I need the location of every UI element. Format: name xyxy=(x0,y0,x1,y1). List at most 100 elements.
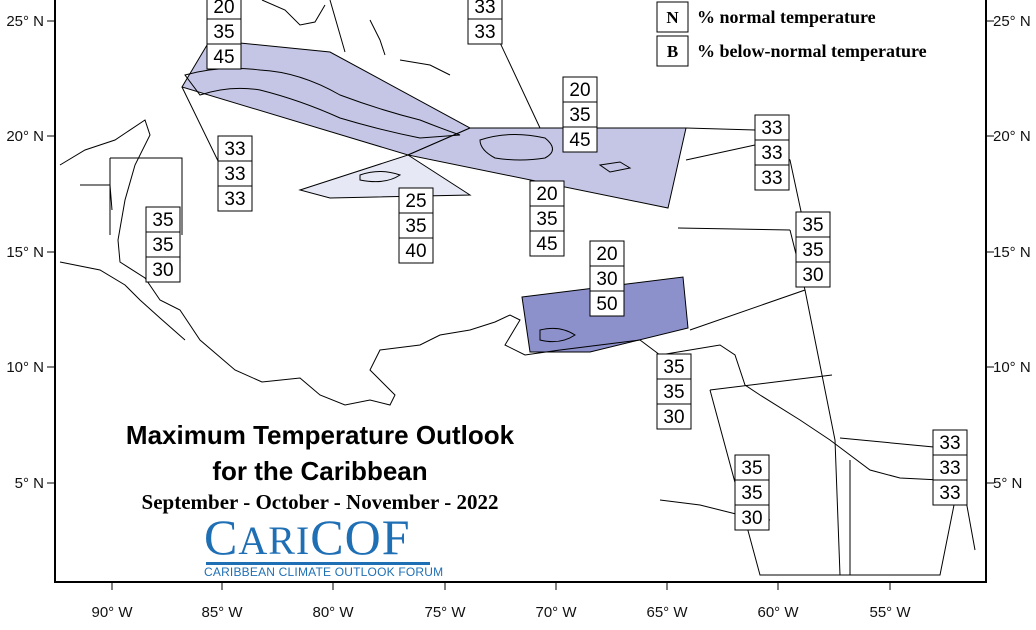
x-tick-label: 55° W xyxy=(869,604,911,621)
prob-value: 50 xyxy=(596,294,617,315)
prob-value: 33 xyxy=(939,433,960,454)
coastlines xyxy=(59,0,976,551)
legend-key: B xyxy=(667,42,678,61)
prob-value: 35 xyxy=(569,105,590,126)
title-line2: for the Caribbean xyxy=(212,456,428,486)
prob-value: 33 xyxy=(224,164,245,185)
prob-value: 35 xyxy=(152,235,173,256)
legend-key-box xyxy=(656,1,689,33)
prob-cell xyxy=(932,429,968,456)
y-tick-label-left: 25° N xyxy=(6,13,44,30)
prob-value: 35 xyxy=(405,216,426,237)
legend: N % normal temperature B % below-normal tem… xyxy=(656,1,927,67)
prob-value: 35 xyxy=(536,209,557,230)
probability-boxes: 2035453333203545333333353530253540203545… xyxy=(145,0,968,531)
legend-label: % below-normal temperature xyxy=(697,41,927,61)
prob-value: 35 xyxy=(802,215,823,236)
prob-value: 35 xyxy=(213,22,234,43)
prob-cell xyxy=(656,378,692,405)
title-period: September - October - November - 2022 xyxy=(141,490,499,514)
prob-value: 35 xyxy=(741,483,762,504)
prob-value: 33 xyxy=(761,143,782,164)
prob-cell xyxy=(529,180,565,207)
prob-value: 33 xyxy=(939,458,960,479)
y-tick-label-left: 5° N xyxy=(15,475,44,492)
prob-cell xyxy=(529,230,565,257)
prob-value: 33 xyxy=(474,22,495,43)
logo-part3: COF xyxy=(310,509,411,565)
x-tick-label: 75° W xyxy=(424,604,466,621)
prob-box-french-guiana: 33 33 33 xyxy=(932,429,968,506)
logo-part2: ARI xyxy=(238,518,311,563)
y-tick-label-left: 20° N xyxy=(6,128,44,145)
y-tick-label-right: 15° N xyxy=(993,244,1031,261)
prob-value: 33 xyxy=(761,118,782,139)
prob-value: 30 xyxy=(741,508,762,529)
prob-cell xyxy=(398,237,434,264)
x-axis: 90° W 85° W 80° W 75° W 70° W 65° W 60° W 55° W xyxy=(91,582,911,621)
prob-box-trinidad: 35 35 30 xyxy=(656,353,692,430)
logo-subtitle: CARIBBEAN CLIMATE OUTLOOK FORUM xyxy=(204,565,444,579)
prob-value: 33 xyxy=(939,483,960,504)
prob-value: 33 xyxy=(761,168,782,189)
y-tick-label-right: 25° N xyxy=(993,13,1031,30)
prob-box-lesser-antilles: 35 35 30 xyxy=(795,211,831,288)
prob-cell xyxy=(795,211,831,238)
y-tick-label-right: 5° N xyxy=(993,475,1022,492)
legend-label: % normal temperature xyxy=(697,7,876,27)
prob-value: 20 xyxy=(213,0,234,18)
prob-cell xyxy=(217,160,253,187)
region-hispaniola-shading xyxy=(406,127,687,209)
prob-cell xyxy=(217,135,253,162)
prob-value: 35 xyxy=(152,210,173,231)
prob-cell xyxy=(206,43,242,70)
prob-value: 40 xyxy=(405,241,426,262)
prob-box-atlantic-east: 33 33 33 xyxy=(754,114,790,191)
prob-value: 33 xyxy=(224,139,245,160)
prob-box-cuba-bahamas-west: 20 35 45 xyxy=(206,0,242,70)
prob-cell xyxy=(656,403,692,430)
prob-cell xyxy=(734,504,770,531)
prob-value: 35 xyxy=(663,382,684,403)
prob-cell xyxy=(932,479,968,506)
prob-cell xyxy=(398,212,434,239)
prob-cell xyxy=(467,18,503,45)
prob-cell xyxy=(734,479,770,506)
prob-cell xyxy=(589,240,625,267)
prob-cell xyxy=(795,236,831,263)
prob-value: 30 xyxy=(802,265,823,286)
prob-box-abc-islands: 20 30 50 xyxy=(589,240,625,317)
prob-value: 35 xyxy=(802,240,823,261)
prob-value: 45 xyxy=(536,234,557,255)
prob-cell xyxy=(754,164,790,191)
prob-box-jamaica: 25 35 40 xyxy=(398,187,434,264)
region-jamaica-shading xyxy=(298,154,472,199)
prob-box-belize: 35 35 30 xyxy=(145,206,181,283)
x-tick-label: 80° W xyxy=(312,604,354,621)
x-tick-label: 65° W xyxy=(646,604,688,621)
y-tick-label-right: 20° N xyxy=(993,128,1031,145)
prob-cell xyxy=(529,205,565,232)
y-tick-label-right: 10° N xyxy=(993,359,1031,376)
x-tick-label: 60° W xyxy=(757,604,799,621)
y-tick-label-left: 10° N xyxy=(6,359,44,376)
prob-value: 20 xyxy=(569,80,590,101)
prob-cell xyxy=(206,18,242,45)
prob-cell xyxy=(562,126,598,153)
y-tick-label-left: 15° N xyxy=(6,244,44,261)
prob-value: 45 xyxy=(569,130,590,151)
prob-value: 33 xyxy=(224,189,245,210)
prob-box-yucatan-channel: 33 33 33 xyxy=(217,135,253,212)
logo-underline xyxy=(206,562,430,565)
region-cuba-shading xyxy=(181,39,472,156)
prob-value: 33 xyxy=(474,0,495,18)
y-axis-right: 25° N 20° N 15° N 10° N 5° N xyxy=(986,13,1031,492)
prob-value: 30 xyxy=(596,269,617,290)
y-axis-left: 25° N 20° N 15° N 10° N 5° N xyxy=(6,13,55,492)
legend-key-box xyxy=(656,35,689,67)
prob-value: 20 xyxy=(536,184,557,205)
prob-cell xyxy=(562,76,598,103)
x-tick-label: 85° W xyxy=(201,604,243,621)
